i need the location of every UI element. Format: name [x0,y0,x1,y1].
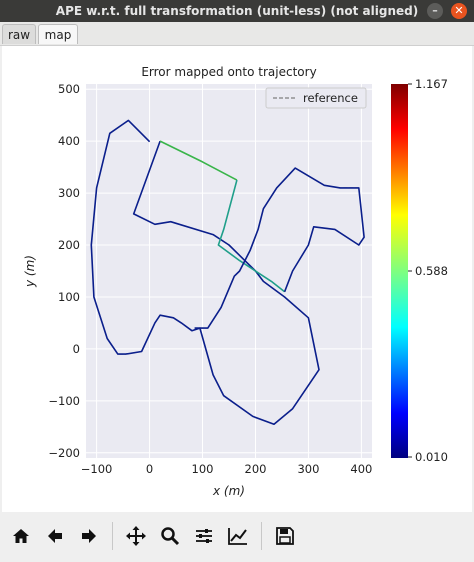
y-tick-label: 0 [73,342,80,356]
tab-bar: raw map [0,22,474,46]
trajectory-path [217,179,286,293]
x-tick-label: −100 [81,462,113,476]
zoom-button[interactable] [158,524,182,548]
colorbar [391,84,408,458]
home-button[interactable] [9,524,33,548]
y-tick-label: 400 [58,134,80,148]
configure-subplots-button[interactable] [192,524,216,548]
y-tick-label: 500 [58,82,80,96]
legend: reference [265,87,367,109]
window-titlebar: APE w.r.t. full transformation (unit-les… [0,0,474,22]
x-tick-label: 0 [146,462,153,476]
trajectory-plot: Error mapped onto trajectory x (m) y (m)… [23,65,448,498]
colorbar-min-label: 0.010 [415,450,448,464]
x-tick-label: 400 [350,462,372,476]
home-icon [13,529,29,543]
edit-axis-button[interactable] [226,524,250,548]
trajectory-path [194,167,365,329]
x-tick-label: 100 [192,462,214,476]
colorbar-ticks [408,83,412,458]
y-tick-label: 100 [58,290,80,304]
back-button[interactable] [43,524,67,548]
x-tick-label: 300 [297,462,319,476]
minimize-button[interactable]: – [427,3,443,19]
toolbar-separator [112,522,113,550]
save-button[interactable] [273,524,297,548]
subplots-config-icon [196,529,212,543]
x-axis-label: x (m) [212,484,245,498]
forward-button[interactable] [77,524,101,548]
save-icon [276,527,294,545]
minimize-icon: – [432,4,438,17]
tab-raw[interactable]: raw [2,24,36,44]
trajectory-path [90,119,320,426]
legend-reference-label: reference [303,91,358,105]
figure-canvas: Error mapped onto trajectory x (m) y (m)… [2,46,472,512]
zoom-icon [161,527,180,546]
toolbar-separator [261,522,262,550]
y-tick-label: 200 [58,238,80,252]
x-tick-label: 200 [245,462,267,476]
trajectory-path [159,140,238,181]
y-tick-label: −100 [48,394,80,408]
y-axis-label: y (m) [23,255,37,288]
pan-icon [126,526,146,546]
plot-area [86,84,372,458]
colorbar-mid-label: 0.588 [415,264,448,278]
edit-axis-icon [228,528,247,545]
close-icon: ✕ [454,4,464,17]
tab-map[interactable]: map [38,24,78,44]
y-tick-label: −200 [48,446,80,460]
colorbar-max-label: 1.167 [415,77,448,91]
y-tick-label: 300 [58,186,80,200]
window-title: APE w.r.t. full transformation (unit-les… [55,4,419,18]
legend-box [265,87,367,109]
close-button[interactable]: ✕ [451,3,467,19]
navigation-toolbar [0,514,474,562]
chart-title: Error mapped onto trajectory [141,65,316,79]
back-arrow-icon [48,529,62,543]
forward-arrow-icon [82,529,96,543]
pan-button[interactable] [124,524,148,548]
